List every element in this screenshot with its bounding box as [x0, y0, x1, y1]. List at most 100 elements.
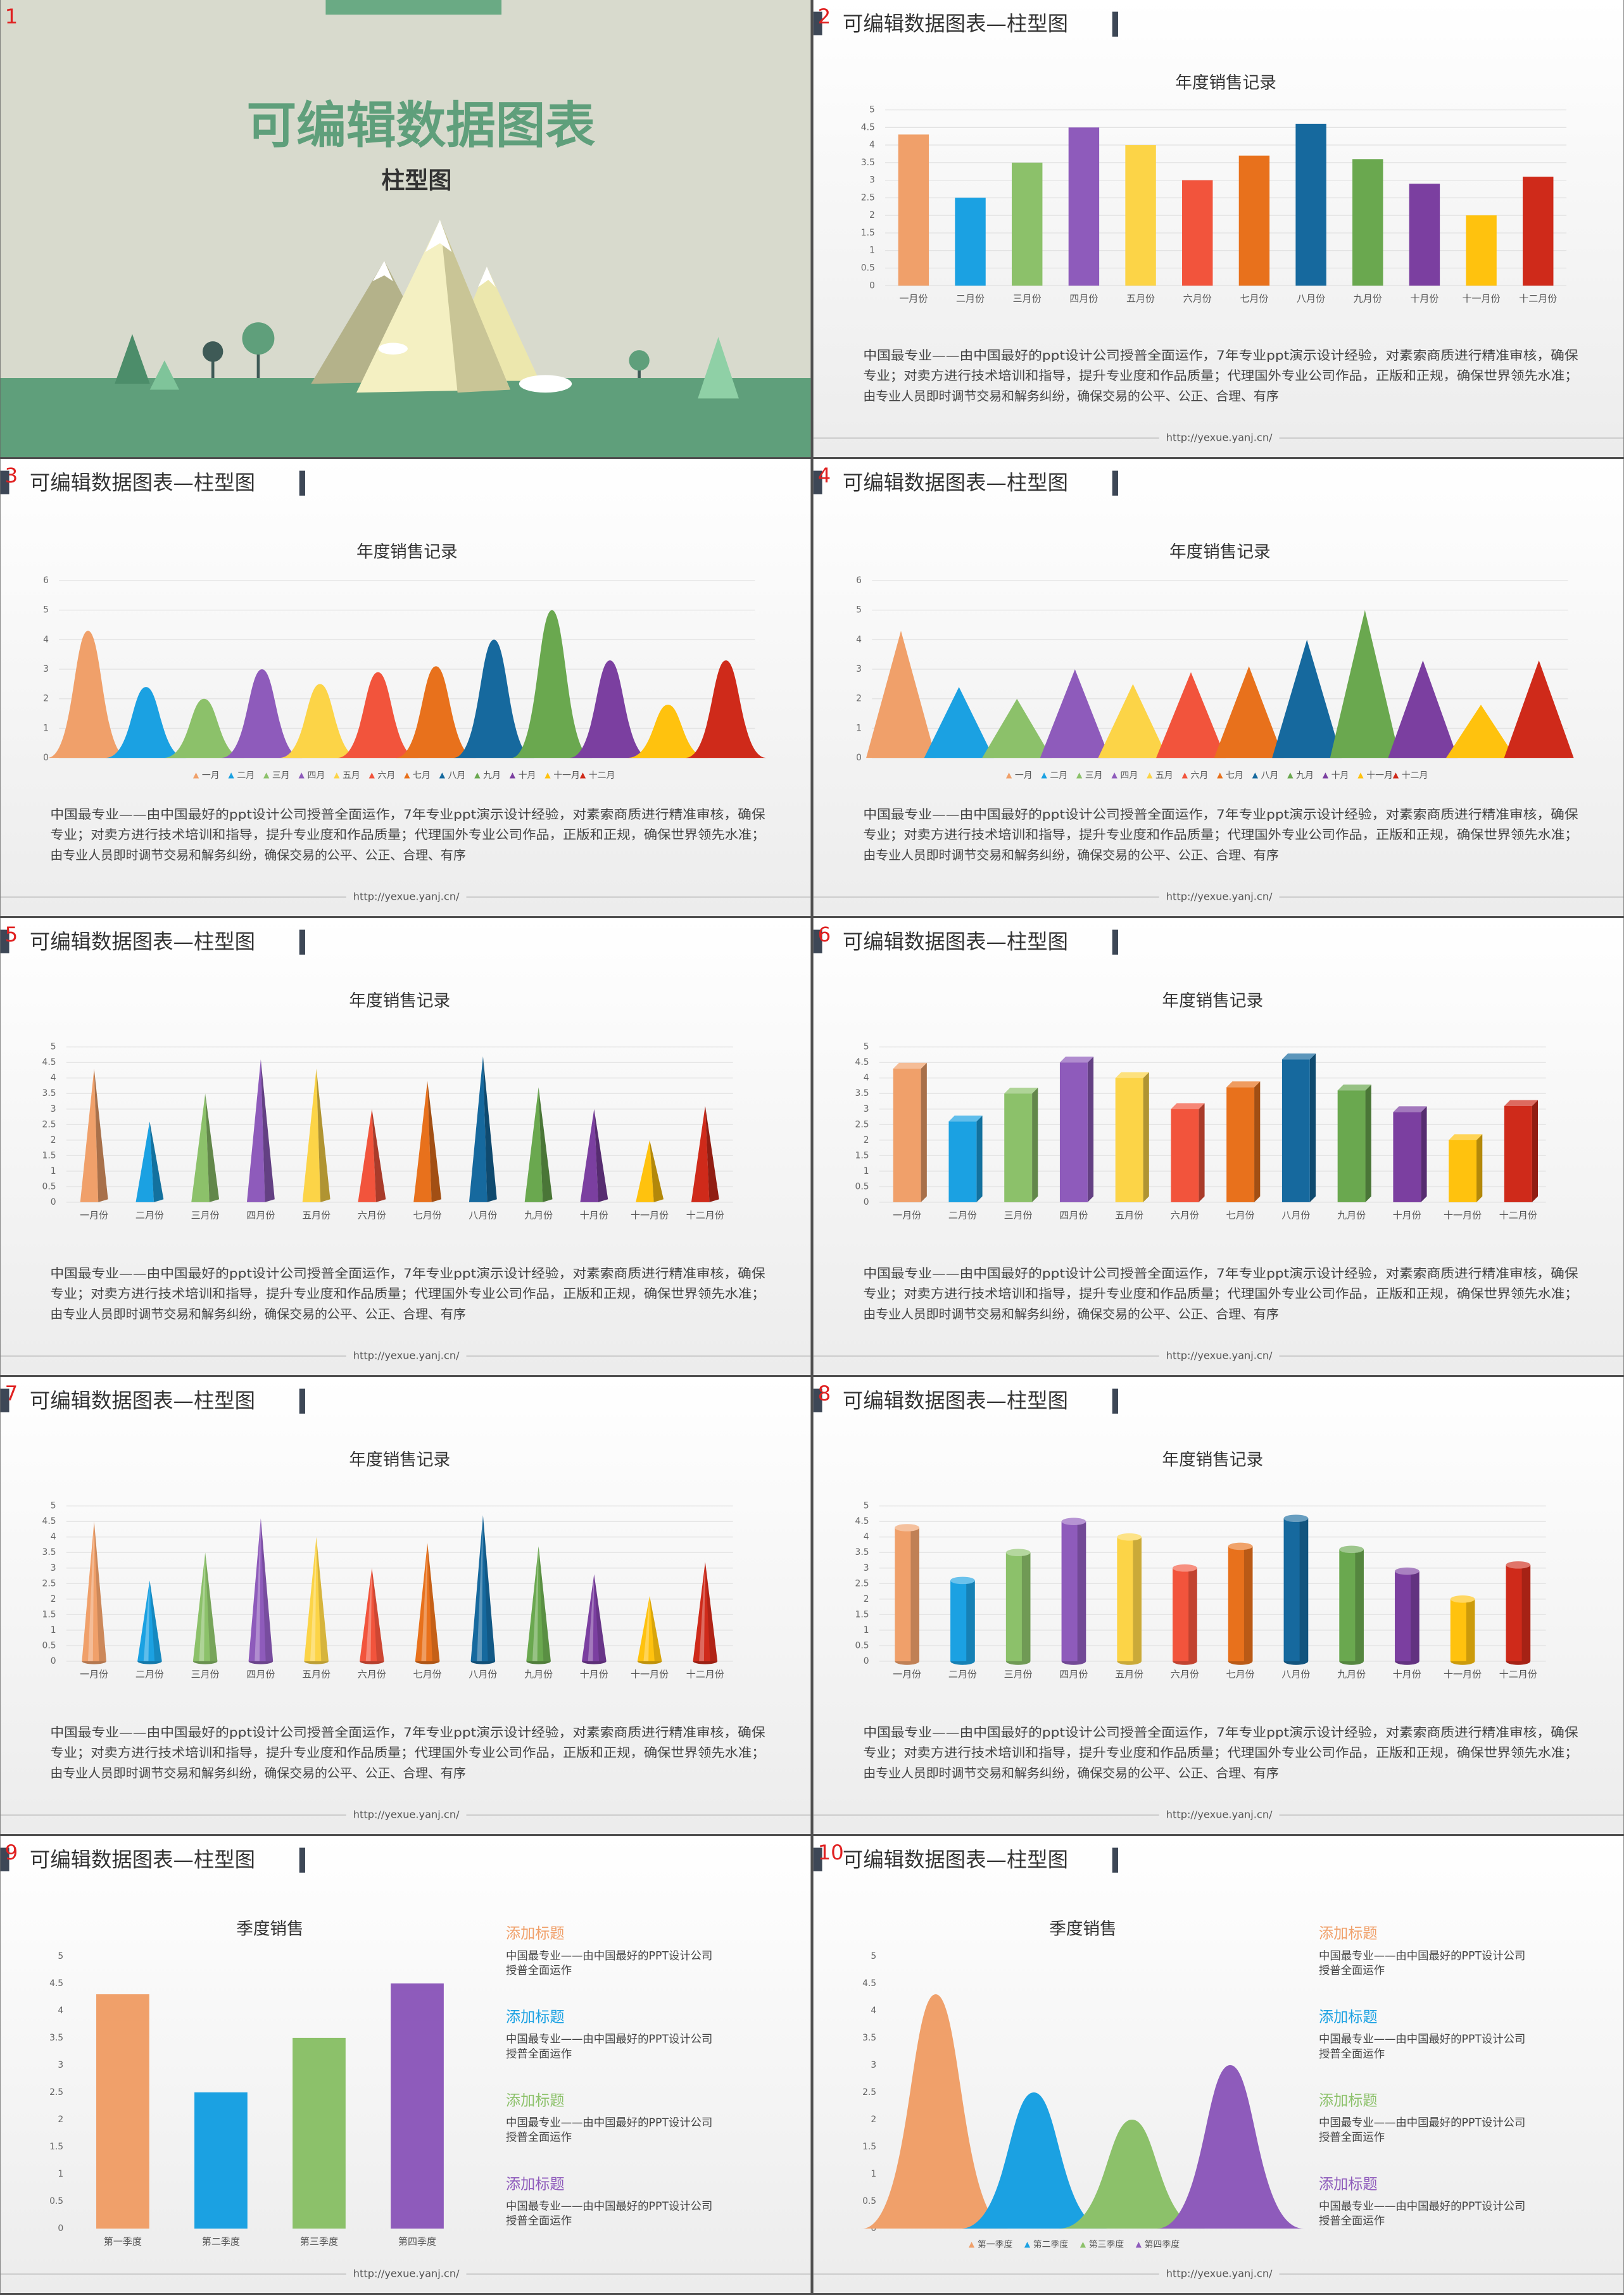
triangle: [1330, 610, 1400, 758]
y-tick-label: 3: [856, 664, 862, 674]
peak: [862, 1994, 1010, 2229]
y-tick-label: 4: [871, 2006, 876, 2016]
chart-title: 年度销售记录: [1162, 991, 1263, 1010]
y-tick-label: 0: [51, 1197, 56, 1207]
header-bar: [1112, 1388, 1118, 1414]
y-tick-label: 4.5: [42, 1057, 56, 1067]
y-tick-label: 2.5: [49, 2087, 63, 2097]
y-tick-label: 1: [864, 1166, 869, 1176]
cloud: [378, 343, 408, 355]
y-tick-label: 1.5: [42, 1609, 56, 1619]
header-mark: [0, 929, 9, 953]
x-tick-label: 四月份: [1059, 1209, 1088, 1221]
bar-side: [1143, 1072, 1149, 1202]
y-tick-label: 3: [43, 664, 49, 674]
pyramid: [358, 1109, 386, 1202]
x-tick-label: 九月份: [1337, 1209, 1366, 1221]
cylinder-top: [1228, 1542, 1253, 1550]
cylinder-shade: [910, 1527, 919, 1661]
cone-shade: [482, 1515, 496, 1661]
trunk: [211, 351, 215, 379]
x-tick-label: 一月份: [893, 1209, 921, 1221]
cylinder-top: [950, 1576, 975, 1585]
cone-shade: [94, 1521, 106, 1661]
slide: 可编辑数据图表—柱型图 5 http://yexue.yanj.cn/中国最专业——…: [0, 918, 811, 1375]
y-tick-label: 1.5: [862, 2142, 876, 2152]
legend-marker: [544, 772, 551, 779]
y-tick-label: 3: [871, 2060, 876, 2070]
bar-side: [1365, 1085, 1371, 1202]
triangle: [1098, 684, 1168, 758]
pyramid-face: [580, 1109, 598, 1202]
legend-label: 五月: [1155, 770, 1173, 781]
x-tick-label: 三月份: [191, 1668, 220, 1680]
y-tick-label: 0: [43, 753, 49, 763]
bar: [1115, 1072, 1149, 1202]
cylinder-top: [895, 1524, 919, 1531]
chart-title: 年度销售记录: [1169, 543, 1271, 562]
y-tick-label: 1: [869, 246, 875, 256]
y-tick-label: 0: [864, 1197, 869, 1207]
pyramid-face: [302, 1068, 321, 1202]
bar: [1068, 127, 1100, 286]
cone-highlight: [699, 1561, 705, 1661]
note-text: 授普全面运作: [1319, 1965, 1385, 1977]
cone-highlight: [643, 1595, 650, 1661]
heading: 可编辑数据图表—柱型图: [30, 1388, 255, 1412]
bar: [1004, 1087, 1038, 1202]
cone-body: [526, 1546, 551, 1661]
cone-body: [360, 1568, 384, 1661]
x-tick-label: 三月份: [191, 1209, 220, 1221]
triangle: [1272, 639, 1342, 758]
x-tick-label: 二月份: [948, 1209, 977, 1221]
cone-body: [470, 1515, 496, 1661]
pyramid-side: [205, 1093, 220, 1202]
x-tick-label: 十月份: [580, 1668, 608, 1680]
bar: [1352, 159, 1383, 286]
slide-number: 8: [818, 1381, 831, 1405]
y-tick-label: 1: [864, 1625, 869, 1635]
x-tick-label: 九月份: [1354, 293, 1382, 305]
legend-label: 二月: [237, 770, 255, 781]
pyramid: [302, 1068, 330, 1202]
peak: [279, 684, 361, 758]
bar-top: [948, 1116, 983, 1122]
y-tick-label: 0.5: [861, 263, 875, 273]
x-tick-label: 第四季度: [398, 2236, 436, 2248]
legend-marker: [404, 772, 410, 779]
x-tick-label: 三月份: [1013, 293, 1042, 305]
y-tick-label: 3.5: [861, 158, 875, 168]
background: [0, 459, 811, 916]
y-tick-label: 4: [51, 1073, 56, 1083]
cylinder-shade: [1466, 1599, 1475, 1661]
peak: [221, 669, 303, 758]
body-text: 中国最专业——由中国最好的ppt设计公司授普全面运作，7年专业ppt演示设计经验…: [50, 807, 765, 822]
y-tick-label: 2.5: [861, 192, 875, 203]
slide: 可编辑数据图表—柱型图 2 http://yexue.yanj.cn/中国最专业——…: [813, 0, 1624, 457]
x-tick-label: 七月份: [413, 1209, 442, 1221]
url: http://yexue.yanj.cn/: [1166, 1808, 1273, 1820]
heading: 可编辑数据图表—柱型图: [30, 1847, 255, 1871]
cylinder: [1228, 1542, 1253, 1665]
tab: [325, 0, 502, 15]
legend-marker: [439, 772, 445, 779]
legend-label: 九月: [483, 770, 501, 781]
cone-body: [415, 1543, 440, 1661]
y-tick-label: 2.5: [862, 2087, 876, 2097]
pyramid-side: [427, 1081, 442, 1202]
body-text: 专业；对卖方进行技术培训和指导，提升专业度和作品质量；代理国外专业公司作品，正版…: [50, 1745, 765, 1760]
x-tick-label: 十二月份: [1499, 1209, 1537, 1221]
cylinder: [1061, 1518, 1086, 1665]
y-tick-label: 4: [43, 634, 49, 644]
cylinder-shade: [1411, 1571, 1419, 1661]
y-tick-label: 1: [58, 2169, 63, 2179]
note-text: 中国最专业——由中国最好的PPT设计公司: [506, 1950, 712, 1963]
bar-front: [1004, 1093, 1033, 1202]
cone: [360, 1568, 384, 1664]
y-tick-label: 0.5: [42, 1640, 56, 1651]
legend-label: 五月: [343, 770, 360, 781]
cone-highlight: [199, 1552, 206, 1661]
cylinder: [1339, 1545, 1364, 1665]
bar: [1466, 215, 1497, 286]
header-bar: [1112, 929, 1118, 955]
